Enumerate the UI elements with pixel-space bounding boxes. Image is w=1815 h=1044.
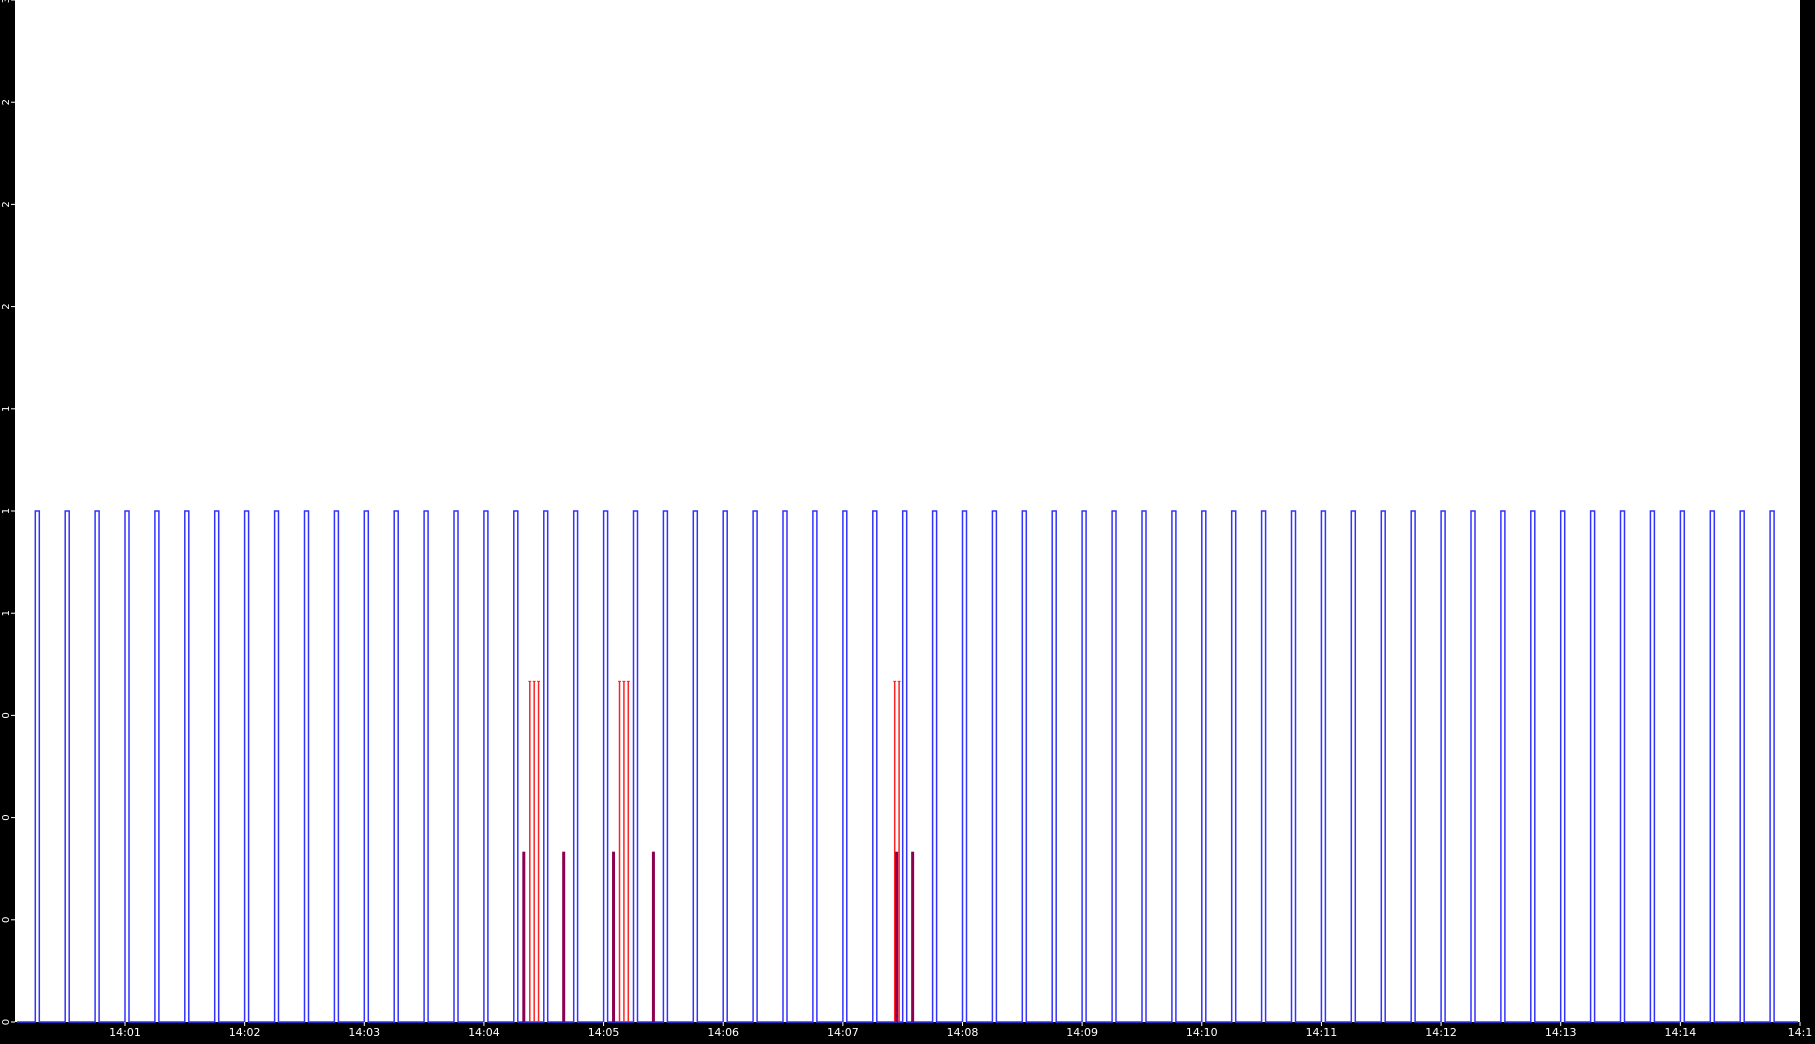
x-tick-label: 14:01 — [109, 1026, 141, 1039]
x-tick-label: 14:04 — [468, 1026, 500, 1039]
series-red-pulses — [528, 680, 901, 1022]
series-blue-pulses — [17, 510, 1798, 1023]
y-tick-label: 2 — [1, 201, 12, 207]
x-tick-label: 14:02 — [229, 1026, 261, 1039]
y-tick-label: 1 — [1, 508, 12, 514]
x-tick-label: 14:12 — [1425, 1026, 1457, 1039]
x-tick-label: 14:05 — [588, 1026, 620, 1039]
x-tick-label: 14:08 — [947, 1026, 979, 1039]
x-tick-label: 14:14 — [1665, 1026, 1697, 1039]
darkred-pulse — [911, 851, 915, 1022]
x-axis: 14:01 14:02 14:03 14:04 14:05 14:06 14:07 14:08… — [109, 1022, 1812, 1039]
y-tick-label: 2 — [1, 99, 12, 105]
darkred-pulse — [612, 851, 616, 1022]
y-tick-label: 1 — [1, 406, 12, 412]
x-tick-label: 14:1 — [1788, 1026, 1813, 1039]
y-tick-label: 0 — [1, 1019, 12, 1025]
x-tick-label: 14:13 — [1545, 1026, 1577, 1039]
darkred-pulse — [651, 851, 655, 1022]
y-tick-label: 0 — [1, 814, 12, 820]
x-tick-label: 14:07 — [827, 1026, 859, 1039]
blue-pulse-line — [17, 510, 1798, 1023]
y-tick-label: 0 — [1, 917, 12, 923]
x-tick-label: 14:09 — [1066, 1026, 1098, 1039]
darkred-pulse — [522, 851, 526, 1022]
y-tick-label: 3 — [1, 0, 12, 3]
x-tick-label: 14:06 — [707, 1026, 739, 1039]
darkred-pulse — [562, 851, 566, 1022]
y-axis: 0 0 0 0 1 1 1 2 2 2 3 — [1, 0, 15, 1025]
x-tick-label: 14:10 — [1186, 1026, 1218, 1039]
series-darkred-pulses — [522, 851, 915, 1022]
y-tick-label: 1 — [1, 610, 12, 616]
darkred-pulse — [895, 851, 899, 1022]
y-tick-label: 2 — [1, 303, 12, 309]
x-tick-label: 14:11 — [1306, 1026, 1338, 1039]
x-tick-label: 14:03 — [348, 1026, 380, 1039]
y-tick-label: 0 — [1, 712, 12, 718]
